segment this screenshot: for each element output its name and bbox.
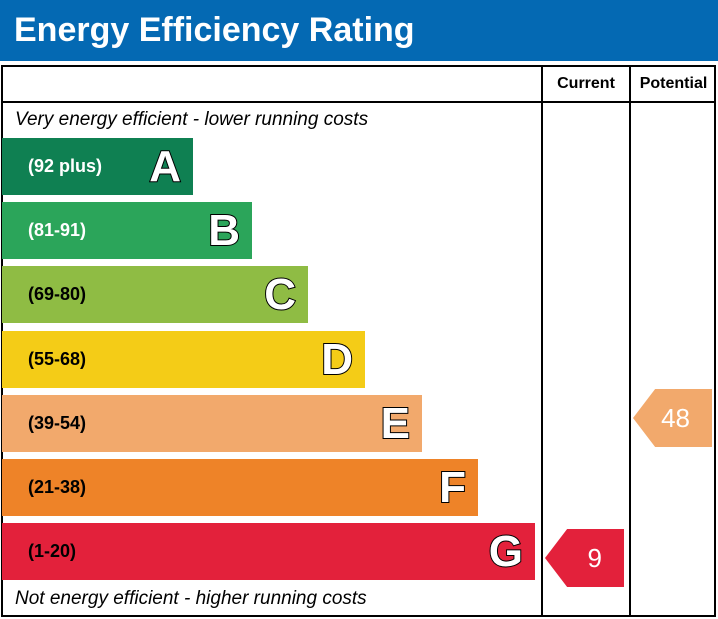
band-range: (81-91) [28, 220, 87, 240]
band-d: (55-68) D [2, 331, 365, 388]
band-range: (39-54) [28, 413, 87, 433]
band-g: (1-20) G [2, 523, 535, 580]
band-letter: C [263, 269, 297, 320]
potential-column-header: Potential [639, 75, 708, 92]
band-range: (55-68) [28, 349, 87, 369]
divider [1, 101, 716, 103]
band-e: (39-54) E [2, 395, 422, 452]
top-note: Very energy efficient - lower running co… [15, 109, 369, 130]
current-column-header: Current [557, 75, 615, 92]
potential-rating-value: 48 [661, 403, 690, 433]
band-letter: B [207, 205, 241, 256]
band-f: (21-38) F [2, 459, 478, 516]
band-letter: E [380, 398, 411, 449]
divider [629, 65, 631, 617]
band-range: (69-80) [28, 284, 87, 304]
band-c: (69-80) C [2, 266, 308, 323]
band-b: (81-91) B [2, 202, 252, 259]
band-a: (92 plus) A [2, 138, 193, 195]
band-range: (1-20) [28, 541, 77, 561]
band-letter: D [320, 334, 354, 385]
bottom-note: Not energy efficient - higher running co… [15, 588, 367, 609]
band-letter: F [438, 462, 467, 513]
page-title: Energy Efficiency Rating [0, 0, 718, 61]
band-range: (92 plus) [28, 156, 103, 176]
current-rating-value: 9 [587, 543, 602, 573]
band-letter: G [488, 526, 524, 577]
band-range: (21-38) [28, 477, 87, 497]
band-letter: A [148, 141, 182, 192]
divider [541, 65, 543, 617]
